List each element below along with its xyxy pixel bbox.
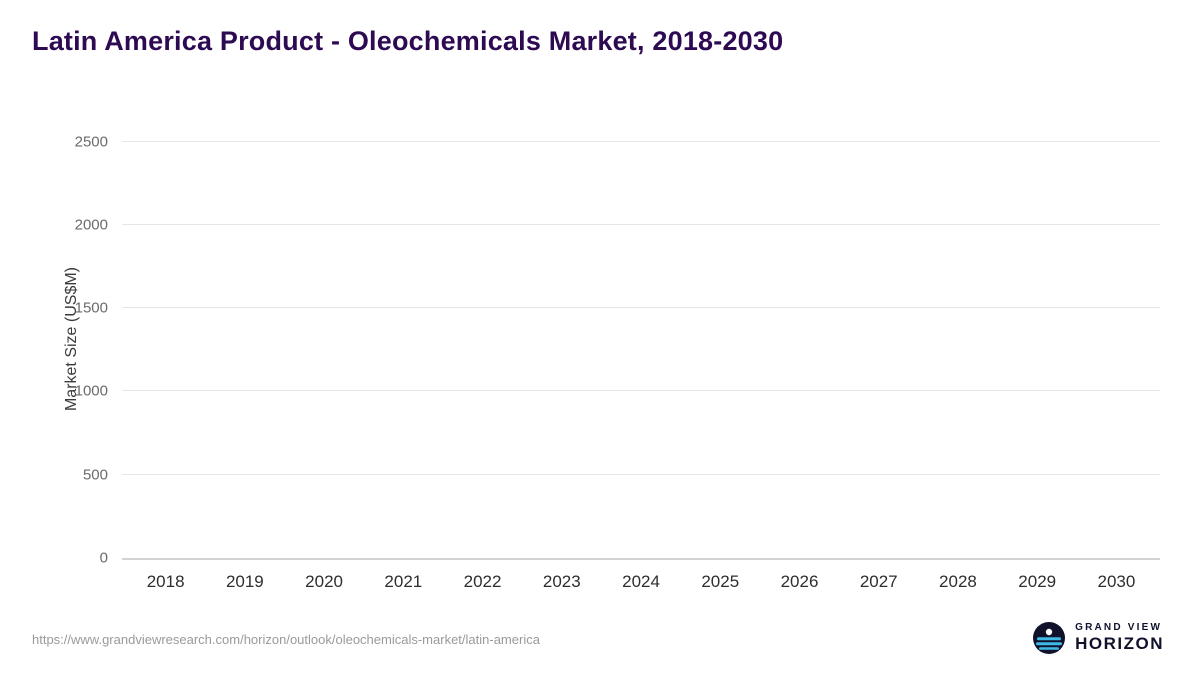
gridline-1500 — [122, 307, 1160, 309]
x-tick-label-2022: 2022 — [463, 572, 502, 591]
x-tick-label-2023: 2023 — [542, 572, 581, 591]
y-tick-label-2000: 2000 — [74, 216, 108, 234]
horizon-globe-icon — [1033, 622, 1066, 654]
y-tick-label-0: 0 — [99, 549, 108, 567]
logo-line2: HORIZON — [1075, 633, 1164, 653]
x-axis-labels: 2018 2019 2020 2021 2022 2023 2024 2025 2026 2027… — [122, 572, 1160, 592]
chart-title: Latin America Product - Oleochemicals Ma… — [32, 26, 784, 56]
x-tick-label-2027: 2027 — [859, 572, 898, 591]
y-tick-label-1500: 1500 — [74, 299, 108, 317]
x-tick-label-2028: 2028 — [939, 572, 977, 591]
gridline-2500 — [122, 140, 1160, 142]
x-tick-label-2019: 2019 — [225, 572, 264, 591]
y-tick-label-2500: 2500 — [74, 133, 108, 151]
x-tick-label-2029: 2029 — [1018, 572, 1057, 591]
brand-logo: GRAND VIEW HORIZON — [1032, 621, 1164, 655]
x-tick-label-2020: 2020 — [305, 572, 343, 591]
gridline-500 — [122, 473, 1160, 475]
x-tick-label-2030: 2030 — [1097, 572, 1136, 591]
source-url: https://www.grandviewresearch.com/horizo… — [32, 632, 540, 647]
chart-area: 0 500 1000 1500 2000 2500 2018 2019 2020 2021 202… — [75, 105, 1160, 591]
x-tick-label-2025: 2025 — [701, 572, 740, 591]
x-tick-label-2021: 2021 — [384, 572, 423, 591]
logo-line1: GRAND VIEW — [1075, 622, 1163, 634]
y-tick-label-1000: 1000 — [74, 382, 108, 400]
bars-container — [122, 105, 1160, 558]
y-tick-label-500: 500 — [82, 466, 108, 484]
x-tick-label-2026: 2026 — [780, 572, 819, 591]
x-tick-label-2018: 2018 — [146, 572, 185, 591]
plot-area: 0 500 1000 1500 2000 2500 — [75, 105, 1160, 567]
y-axis-label: Market Size (US$M) — [63, 266, 80, 412]
gridline-1000 — [122, 390, 1160, 392]
logo-text: GRAND VIEW HORIZON — [1075, 622, 1164, 653]
gridline-2000 — [122, 223, 1160, 225]
x-tick-label-2024: 2024 — [622, 572, 660, 591]
